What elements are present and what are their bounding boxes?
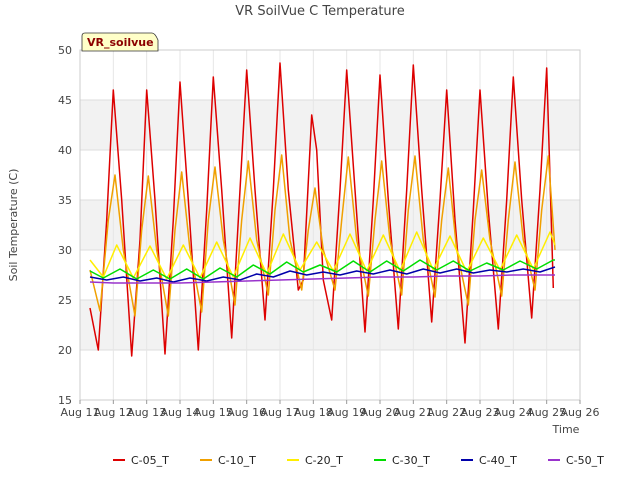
y-tick-label: 25 (58, 294, 72, 307)
x-tick-label: Aug 13 (127, 406, 166, 419)
series-line-c-10-t (89, 154, 556, 317)
legend-label: C-20_T (305, 454, 343, 467)
y-tick-label: 15 (58, 394, 72, 407)
x-axis-label: Time (552, 423, 580, 436)
series-line-c-40-t (89, 266, 556, 283)
y-tick-label: 40 (58, 144, 72, 157)
legend-label: C-40_T (479, 454, 517, 467)
y-tick-label: 20 (58, 344, 72, 357)
x-tick-label: Aug 19 (327, 406, 366, 419)
x-tick-label: Aug 14 (161, 406, 200, 419)
x-tick-label: Aug 16 (227, 406, 266, 419)
background-band (80, 300, 580, 350)
y-tick-label: 30 (58, 244, 72, 257)
station-badge: VR_soilvue (81, 32, 159, 52)
series-line-c-20-t (89, 231, 556, 280)
background-band (80, 100, 580, 150)
x-tick-label: Aug 15 (194, 406, 233, 419)
y-tick-label: 50 (58, 44, 72, 57)
x-tick-label: Aug 25 (527, 406, 566, 419)
legend-label: C-50_T (566, 454, 604, 467)
x-tick-label: Aug 11 (61, 406, 100, 419)
x-tick-label: Aug 22 (427, 406, 466, 419)
y-tick-label: 45 (58, 94, 72, 107)
y-axis-label: Soil Temperature (C) (7, 169, 20, 282)
background-band (80, 200, 580, 250)
legend-label: C-30_T (392, 454, 430, 467)
badge-shape (81, 32, 159, 52)
series-lines (89, 62, 556, 357)
x-tick-label: Aug 21 (394, 406, 433, 419)
chart-title: VR SoilVue C Temperature (235, 4, 404, 19)
x-tick-label: Aug 23 (461, 406, 500, 419)
x-tick-label: Aug 18 (294, 406, 333, 419)
series-line-c-50-t (89, 274, 555, 284)
plot-area (79, 49, 581, 401)
badge-label: VR_soilvue (87, 36, 154, 49)
y-tick-label: 35 (58, 194, 72, 207)
x-tick-label: Aug 17 (261, 406, 300, 419)
y-axis-ticks: 15 20 25 30 35 40 45 50 (58, 44, 72, 407)
x-tick-label: Aug 20 (361, 406, 400, 419)
x-tick-label: Aug 26 (561, 406, 600, 419)
legend-label: C-05_T (131, 454, 169, 467)
legend-label: C-10_T (218, 454, 256, 467)
series-line-c-30-t (89, 259, 555, 280)
legend: C-05_T C-10_T C-20_T C-30_T C-40_T C-50_T (113, 454, 604, 467)
x-tick-label: Aug 12 (94, 406, 133, 419)
x-tick-label: Aug 24 (494, 406, 533, 419)
series-line-c-05-t (89, 62, 555, 357)
